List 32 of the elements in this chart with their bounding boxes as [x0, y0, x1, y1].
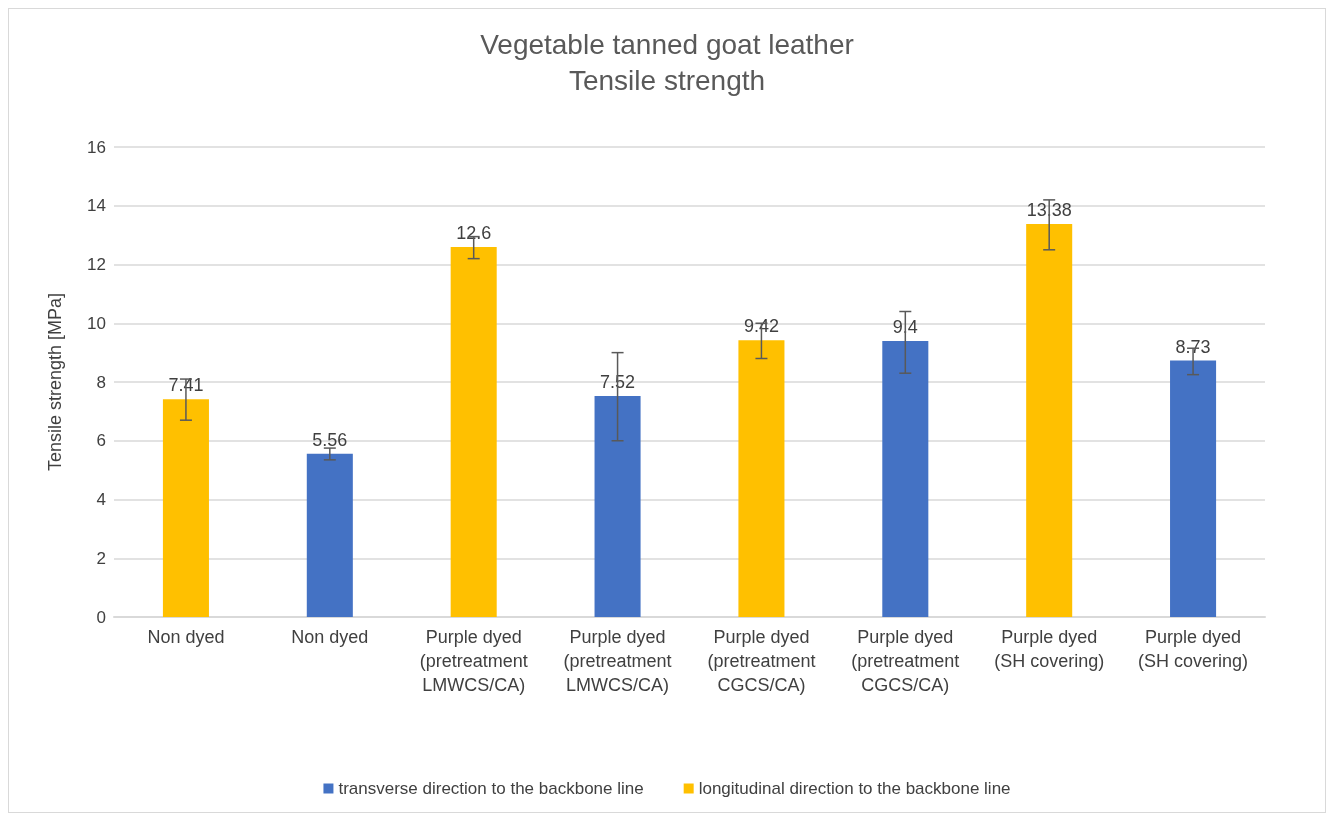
y-tick-label: 0 [96, 607, 106, 627]
y-axis-title: Tensile strength [MPa] [45, 292, 65, 472]
legend-label: transverse direction to the backbone line [338, 779, 644, 798]
bar [450, 246, 497, 617]
x-tick-label: Purple dyed (pretreatment CGCS/CA) [707, 627, 816, 695]
y-tick-label: 10 [87, 313, 106, 333]
bar [738, 340, 785, 617]
y-tick-label: 16 [87, 137, 106, 157]
bar [1026, 223, 1073, 617]
x-tick-label: Non dyed [147, 627, 225, 647]
y-tick-label: 4 [96, 490, 106, 509]
y-tick-label: 6 [96, 431, 106, 451]
x-tick-label: Purple dyed (SH covering) [994, 627, 1105, 671]
x-tick-label: Non dyed [291, 627, 369, 647]
data-label: 12.6 [456, 222, 492, 243]
x-tick-label: Purple dyed (pretreatment CGCS/CA) [851, 627, 960, 695]
y-tick-label: 12 [87, 255, 106, 274]
bar [882, 340, 929, 617]
bar [306, 453, 353, 617]
y-tick-label: 2 [96, 548, 106, 568]
bar [594, 396, 641, 617]
data-label: 5.56 [312, 429, 348, 450]
y-tick-label: 8 [96, 372, 106, 392]
chart-title: Vegetable tanned goat leather Tensile strength [480, 28, 854, 96]
bar [1170, 360, 1217, 617]
legend-label: longitudinal direction to the backbone line [698, 779, 1011, 798]
x-tick-label: Purple dyed (pretreatment LMWCS/CA) [419, 627, 528, 695]
y-tick-label: 14 [87, 196, 106, 216]
bar [162, 399, 209, 617]
data-label: 8.73 [1175, 336, 1211, 357]
x-tick-label: Purple dyed (SH covering) [1138, 627, 1249, 671]
x-tick-label: Purple dyed (pretreatment LMWCS/CA) [563, 627, 672, 695]
